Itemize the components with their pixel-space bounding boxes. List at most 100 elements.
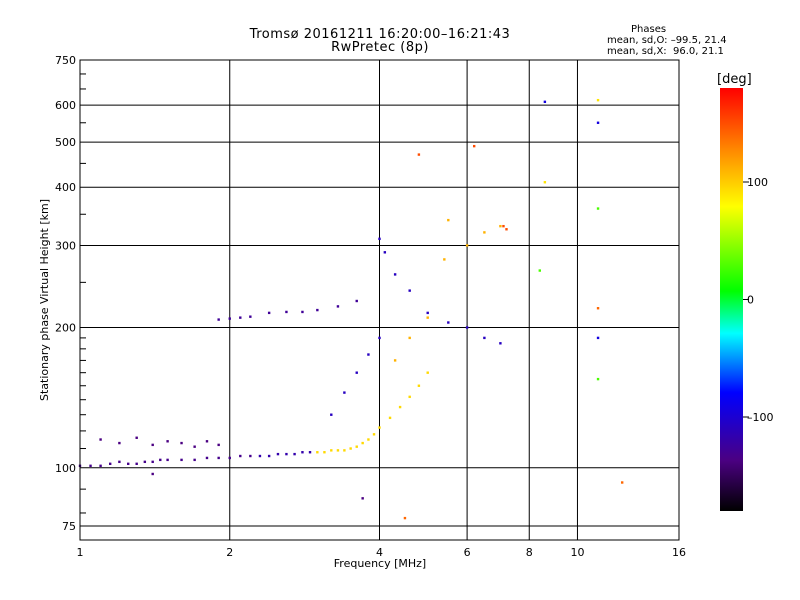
phase-stats-o: mean, sd,O: –99.5, 21.4 — [607, 35, 727, 46]
data-point — [308, 451, 312, 454]
data-point — [408, 289, 411, 292]
data-point — [367, 353, 370, 356]
x-tick-label: 8 — [526, 546, 533, 559]
data-point — [447, 218, 450, 222]
data-point — [166, 458, 169, 462]
colorbar — [720, 88, 743, 511]
data-point — [276, 452, 280, 456]
data-point — [249, 454, 252, 458]
grid-layer — [80, 60, 679, 540]
x-tick-label: 6 — [464, 546, 471, 559]
data-point — [499, 224, 502, 228]
data-point — [99, 438, 102, 441]
data-point — [151, 460, 154, 464]
data-point — [127, 462, 130, 466]
data-point — [361, 497, 364, 500]
colorbar-tick-label: –100 — [747, 411, 774, 424]
phase-stats-x: mean, sd,X: 96.0, 21.1 — [607, 46, 724, 57]
data-point — [301, 310, 304, 314]
data-point — [193, 445, 196, 448]
y-tick-label: 200 — [55, 322, 76, 335]
data-point — [398, 405, 402, 409]
data-point — [330, 449, 333, 452]
y-tick-label: 750 — [55, 54, 76, 67]
data-point — [293, 452, 296, 456]
colorbar-tick-label: 100 — [747, 176, 768, 189]
data-point — [538, 269, 541, 272]
data-point — [108, 462, 112, 466]
data-point — [443, 258, 446, 261]
data-point — [465, 326, 469, 329]
tick-layer: 1 2 4 6 8 10 16 75 100 200 300 400 500 600 750 — [55, 54, 686, 559]
data-point — [543, 181, 547, 184]
data-point — [472, 144, 476, 148]
data-point — [205, 456, 209, 460]
data-point — [193, 458, 196, 462]
data-point — [596, 377, 600, 381]
x-tick-label: 2 — [226, 546, 233, 559]
data-point — [447, 321, 450, 324]
data-point — [596, 121, 600, 124]
data-point — [151, 443, 154, 447]
data-point — [596, 98, 600, 102]
data-point — [316, 308, 319, 312]
y-tick-label: 600 — [55, 99, 76, 112]
chart-title: Tromsø 20161211 16:20:00–16:21:43 — [249, 27, 511, 42]
data-point — [465, 244, 469, 247]
phase-stats-title: Phases — [631, 24, 667, 35]
x-tick-label: 4 — [376, 546, 383, 559]
colorbar-title: [deg] — [717, 72, 752, 87]
data-point — [361, 441, 364, 445]
data-point — [336, 305, 340, 308]
data-point — [135, 436, 138, 439]
y-axis-label: Stationary phase Virtual Height [km] — [38, 199, 51, 401]
data-point — [417, 153, 421, 156]
data-point — [343, 391, 346, 394]
data-point — [180, 458, 183, 462]
data-point — [285, 310, 288, 314]
data-point — [267, 454, 271, 458]
data-point — [355, 371, 358, 374]
plot-frame — [79, 59, 680, 541]
data-point — [159, 458, 162, 462]
data-point — [417, 384, 421, 387]
data-points-layer — [78, 98, 624, 520]
data-point — [180, 441, 183, 445]
data-point — [135, 462, 138, 466]
x-axis-label: Frequency [MHz] — [334, 557, 426, 570]
y-tick-label: 300 — [55, 239, 76, 252]
colorbar-ticks: 100 0 –100 — [743, 176, 774, 424]
y-tick-label: 100 — [55, 462, 76, 475]
chart-subtitle: RwPretec (8p) — [331, 40, 429, 55]
colorbar-tick-label: 0 — [747, 294, 754, 307]
data-point — [249, 315, 252, 318]
data-point — [267, 311, 271, 315]
data-point — [383, 251, 387, 254]
data-point — [239, 454, 242, 458]
data-point — [426, 311, 429, 315]
data-point — [330, 413, 333, 416]
data-point — [316, 451, 319, 454]
x-tick-label: 1 — [77, 546, 84, 559]
data-point — [408, 336, 411, 340]
y-tick-label: 500 — [55, 136, 76, 149]
data-point — [378, 237, 381, 241]
data-point — [99, 464, 102, 467]
data-point — [502, 224, 505, 228]
data-point — [372, 433, 376, 436]
data-point — [505, 228, 508, 231]
data-point — [596, 307, 600, 310]
y-tick-label: 75 — [62, 520, 76, 533]
data-point — [355, 299, 358, 303]
data-point — [499, 342, 502, 345]
data-point — [355, 445, 358, 448]
data-point — [228, 317, 231, 320]
data-point — [483, 336, 486, 340]
data-point — [118, 460, 121, 464]
data-point — [388, 416, 392, 420]
data-point — [285, 452, 288, 456]
data-point — [143, 460, 147, 464]
data-point — [323, 451, 326, 454]
data-point — [349, 447, 352, 450]
x-tick-label: 10 — [570, 546, 584, 559]
